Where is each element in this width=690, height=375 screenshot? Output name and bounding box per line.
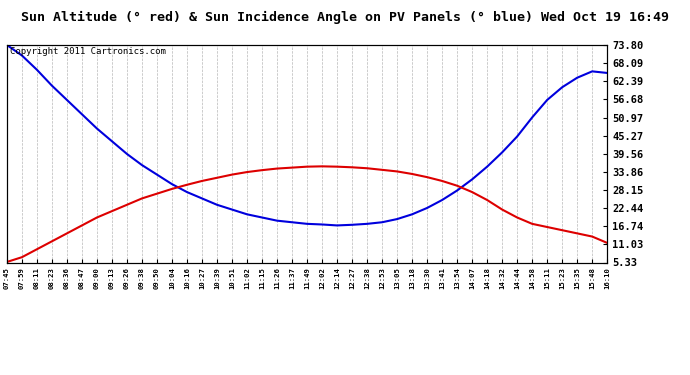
Text: Copyright 2011 Cartronics.com: Copyright 2011 Cartronics.com [10,47,166,56]
Text: Sun Altitude (° red) & Sun Incidence Angle on PV Panels (° blue) Wed Oct 19 16:4: Sun Altitude (° red) & Sun Incidence Ang… [21,11,669,24]
